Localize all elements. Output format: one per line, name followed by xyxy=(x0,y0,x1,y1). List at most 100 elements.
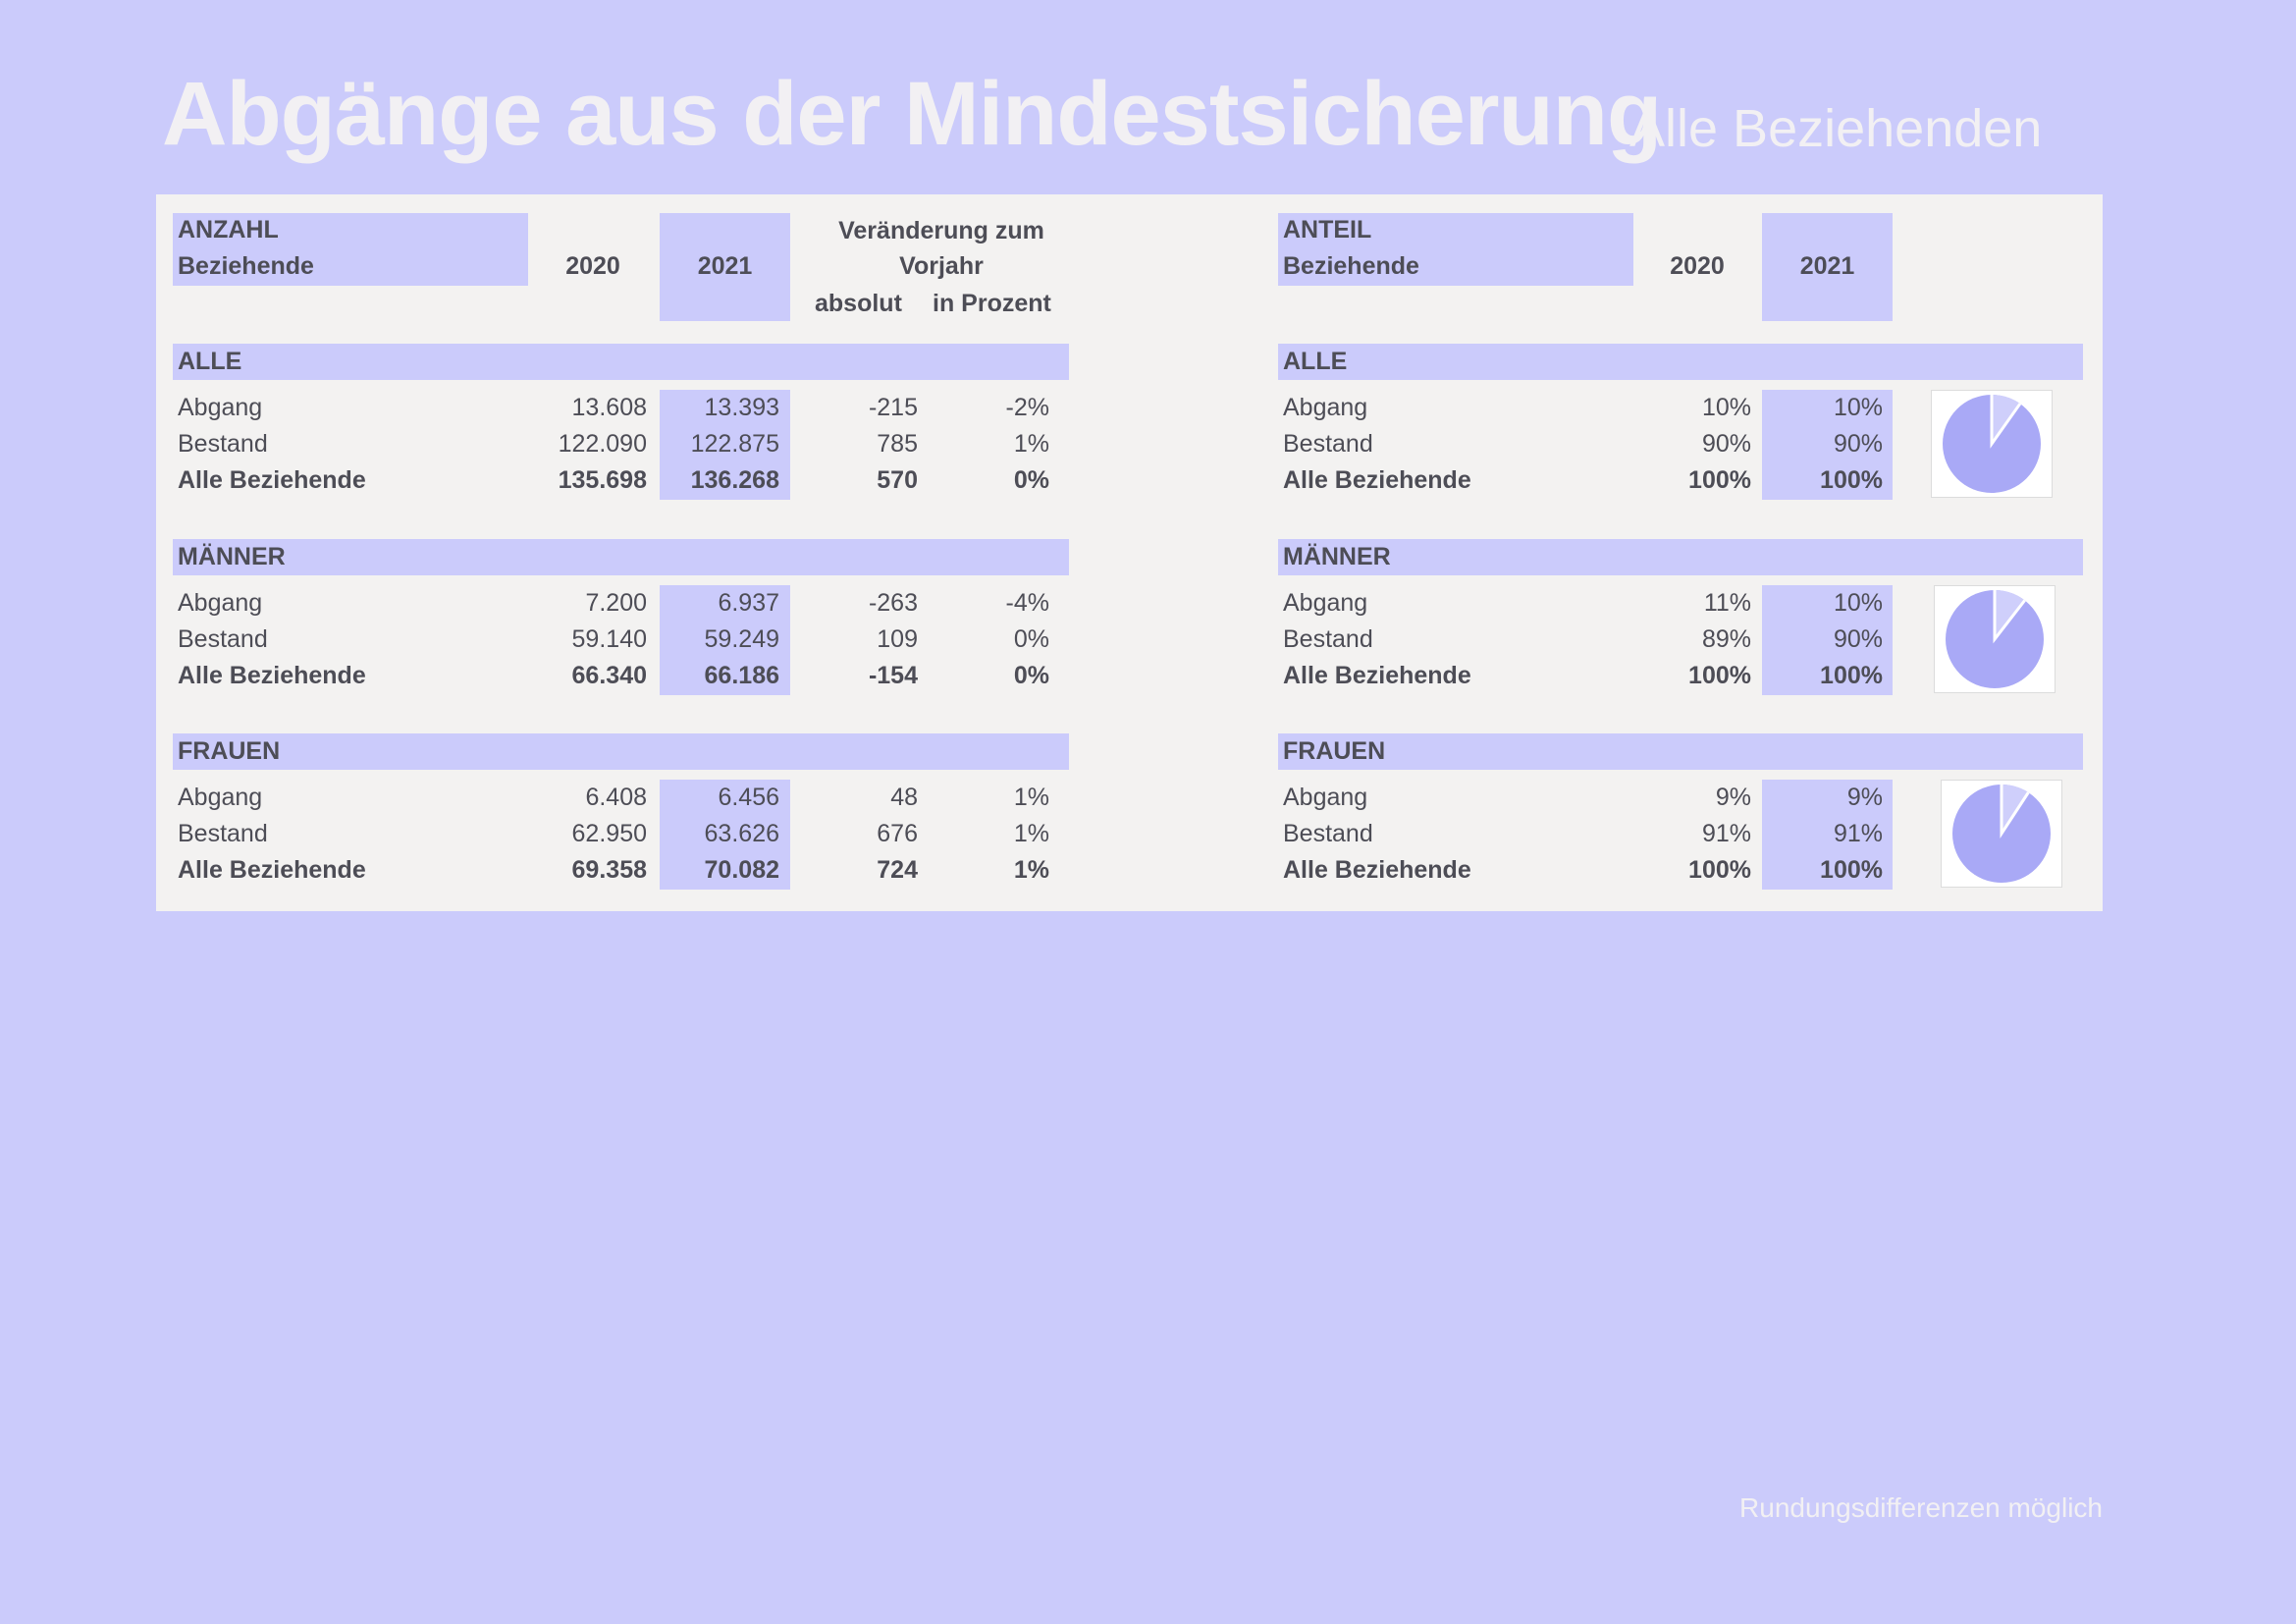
share-2021: 10% xyxy=(1833,394,1883,421)
left-change-heading-line1: Veränderung zum xyxy=(838,217,1044,244)
row-label: Bestand xyxy=(1283,820,1373,847)
right-2021-cells-bg xyxy=(1762,780,1893,890)
left-header-anzahl: ANZAHL xyxy=(178,216,279,244)
right-group-bar-maenner xyxy=(1278,539,2083,575)
pie-svg xyxy=(1943,395,2041,493)
share-2020: 90% xyxy=(1701,430,1751,458)
cell-pct: 1% xyxy=(1013,856,1049,884)
pie-chart-frauen xyxy=(1941,780,2062,888)
right-col-2021: 2021 xyxy=(1799,252,1855,280)
cell-abs: 109 xyxy=(877,625,918,653)
right-group-label: MÄNNER xyxy=(1283,543,1391,570)
pie-svg xyxy=(1952,785,2051,883)
right-group-bar-alle xyxy=(1278,344,2083,380)
share-2021: 100% xyxy=(1820,662,1883,689)
cell-2020: 66.340 xyxy=(571,662,647,689)
right-header-anteil: ANTEIL xyxy=(1283,216,1372,244)
cell-2021: 63.626 xyxy=(704,820,779,847)
left-col-2021: 2021 xyxy=(697,252,753,280)
row-label: Abgang xyxy=(1283,394,1368,421)
left-group-bar-maenner xyxy=(173,539,1069,575)
left-change-in-prozent: in Prozent xyxy=(933,290,1051,317)
share-2021: 91% xyxy=(1833,820,1883,847)
right-header-beziehende: Beziehende xyxy=(1283,252,1419,280)
cell-2021: 6.456 xyxy=(718,784,779,811)
right-2021-cells-bg xyxy=(1762,390,1893,500)
pie-slice-abgang xyxy=(1995,590,2025,639)
row-label: Abgang xyxy=(178,394,263,421)
cell-2020: 122.090 xyxy=(558,430,647,458)
row-label: Bestand xyxy=(178,625,268,653)
cell-2020: 62.950 xyxy=(571,820,647,847)
row-label: Bestand xyxy=(178,820,268,847)
row-label: Abgang xyxy=(1283,784,1368,811)
right-2021-column-bg xyxy=(1762,213,1893,321)
tables-panel: ANZAHL Beziehende 2020 2021 Veränderung … xyxy=(156,194,2103,911)
right-col-2020: 2020 xyxy=(1670,252,1725,280)
row-label-total: Alle Beziehende xyxy=(1283,466,1471,494)
cell-pct: -4% xyxy=(1005,589,1049,617)
right-group-label: ALLE xyxy=(1283,348,1348,375)
cell-abs: 570 xyxy=(877,466,918,494)
share-2021: 10% xyxy=(1833,589,1883,617)
share-2021: 90% xyxy=(1833,625,1883,653)
left-change-absolut: absolut xyxy=(815,290,902,317)
share-2020: 91% xyxy=(1701,820,1751,847)
cell-pct: 1% xyxy=(1013,820,1049,847)
right-header-label-bg xyxy=(1278,213,1633,286)
right-group-bar-frauen xyxy=(1278,733,2083,770)
cell-pct: 1% xyxy=(1013,784,1049,811)
share-2020: 10% xyxy=(1701,394,1751,421)
share-2020: 11% xyxy=(1703,589,1751,617)
left-group-label: MÄNNER xyxy=(178,543,286,570)
cell-abs: 48 xyxy=(890,784,918,811)
left-group-label: FRAUEN xyxy=(178,737,281,765)
left-2021-cells-bg xyxy=(660,390,790,500)
left-2021-column-bg xyxy=(660,213,790,321)
cell-2020: 7.200 xyxy=(585,589,647,617)
left-change-heading-line2: Vorjahr xyxy=(899,252,984,280)
cell-2020: 59.140 xyxy=(571,625,647,653)
cell-2021: 6.937 xyxy=(718,589,779,617)
cell-abs: -263 xyxy=(868,589,918,617)
cell-2021: 59.249 xyxy=(704,625,779,653)
cell-pct: 1% xyxy=(1013,430,1049,458)
left-group-label: ALLE xyxy=(178,348,242,375)
share-2020: 89% xyxy=(1701,625,1751,653)
pie-chart-alle xyxy=(1931,390,2053,498)
cell-2021: 136.268 xyxy=(690,466,779,494)
cell-pct: 0% xyxy=(1013,625,1049,653)
share-2020: 100% xyxy=(1688,662,1751,689)
cell-2021: 66.186 xyxy=(704,662,779,689)
share-2020: 100% xyxy=(1688,856,1751,884)
cell-abs: 676 xyxy=(877,820,918,847)
pie-slice-edge xyxy=(1990,395,2022,449)
row-label: Abgang xyxy=(178,784,263,811)
row-label-total: Alle Beziehende xyxy=(1283,856,1471,884)
share-2020: 100% xyxy=(1688,466,1751,494)
cell-2020: 69.358 xyxy=(571,856,647,884)
footnote: Rundungsdifferenzen möglich xyxy=(1739,1492,2103,1523)
share-2020: 9% xyxy=(1715,784,1751,811)
right-2021-cells-bg xyxy=(1762,585,1893,695)
left-header-beziehende: Beziehende xyxy=(178,252,314,280)
pie-slice-edge xyxy=(1993,590,2026,644)
left-2021-cells-bg xyxy=(660,585,790,695)
cell-2020: 13.608 xyxy=(571,394,647,421)
share-2021: 90% xyxy=(1833,430,1883,458)
left-group-bar-frauen xyxy=(173,733,1069,770)
left-group-bar-alle xyxy=(173,344,1069,380)
cell-abs: 724 xyxy=(877,856,918,884)
share-2021: 9% xyxy=(1846,784,1883,811)
cell-2021: 13.393 xyxy=(704,394,779,421)
left-header-label-bg xyxy=(173,213,528,286)
cell-abs: -215 xyxy=(868,394,918,421)
cell-pct: -2% xyxy=(1005,394,1049,421)
row-label-total: Alle Beziehende xyxy=(178,466,366,494)
row-label-total: Alle Beziehende xyxy=(178,856,366,884)
left-2021-cells-bg xyxy=(660,780,790,890)
cell-2021: 122.875 xyxy=(690,430,779,458)
cell-pct: 0% xyxy=(1013,662,1049,689)
pie-chart-maenner xyxy=(1934,585,2056,693)
cell-2020: 135.698 xyxy=(558,466,647,494)
